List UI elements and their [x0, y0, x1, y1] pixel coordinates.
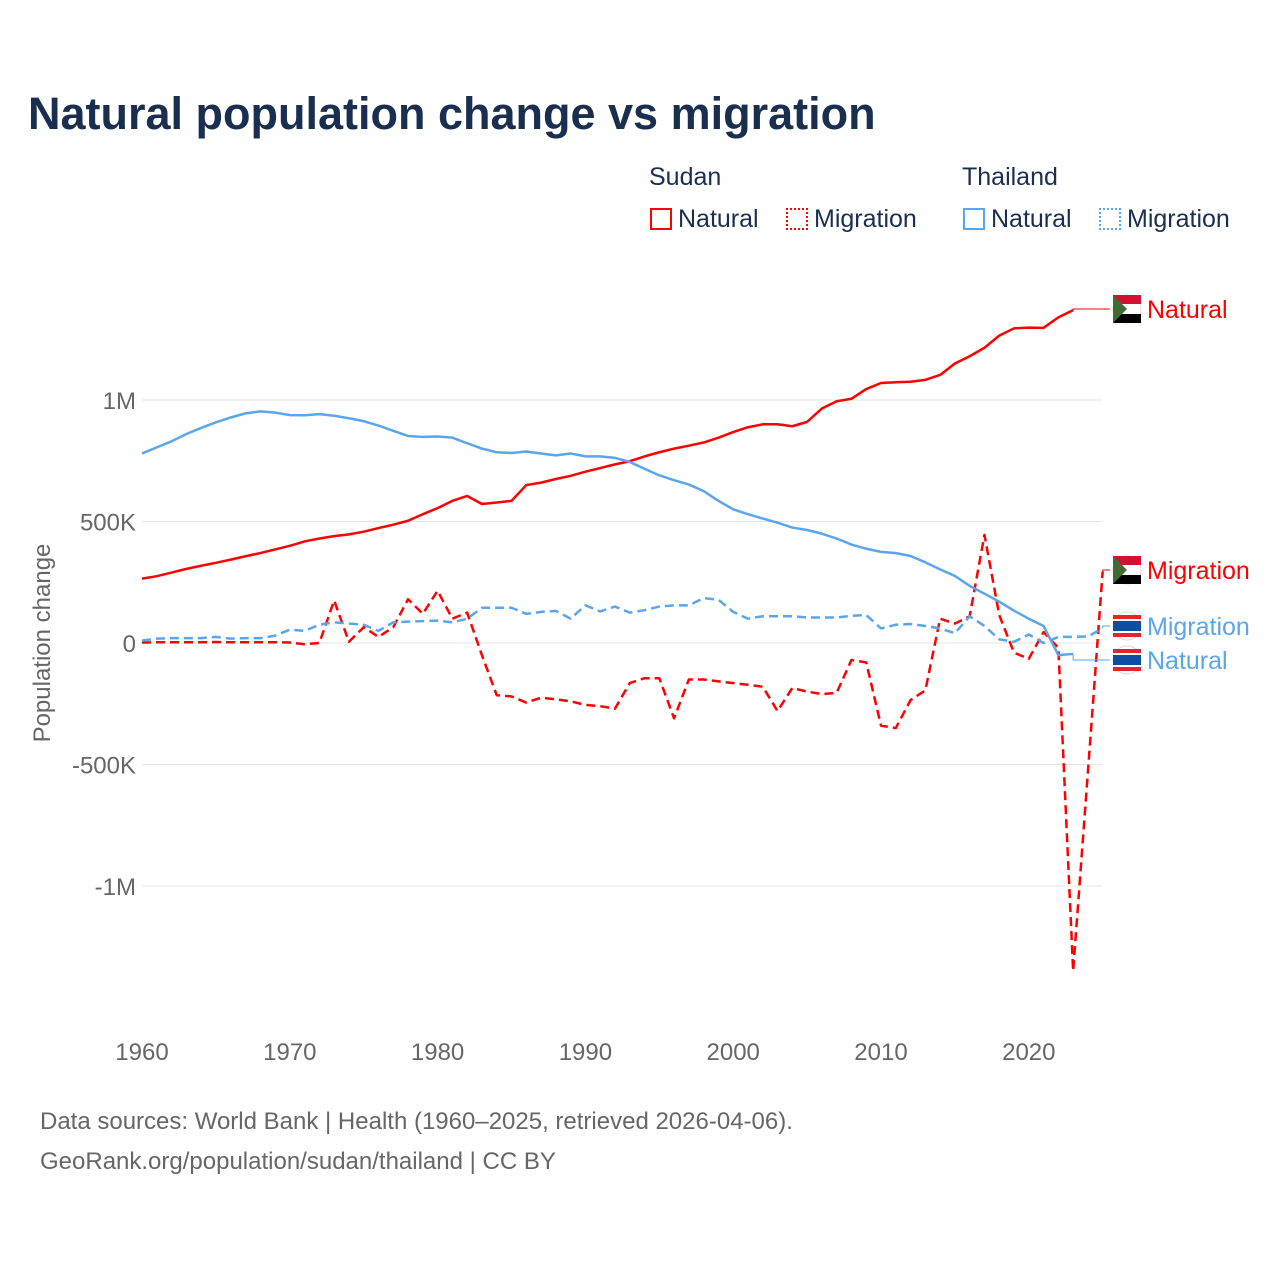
- legend-sudan-natural[interactable]: Natural: [650, 205, 759, 234]
- legend-thailand-migration[interactable]: Migration: [1099, 205, 1230, 234]
- flag-stripe: [1113, 649, 1141, 653]
- label-connector: [1102, 625, 1110, 629]
- legend-sudan-migration[interactable]: Migration: [786, 205, 917, 234]
- series-end-label: Natural: [1147, 296, 1228, 324]
- flag-stripe: [1113, 314, 1141, 323]
- legend-label: Natural: [991, 205, 1072, 233]
- flag-stripe: [1113, 575, 1141, 584]
- x-tick-label: 2020: [1002, 1039, 1055, 1066]
- series-line-thailand-natural: [141, 410, 1074, 657]
- series-line-sudan-migration: [141, 533, 1104, 973]
- legend-thailand-natural[interactable]: Natural: [963, 205, 1072, 234]
- footer-sources: Data sources: World Bank | Health (1960–…: [40, 1108, 793, 1135]
- legend-label: Migration: [1127, 205, 1230, 233]
- y-tick-label: -1M: [95, 874, 136, 901]
- series-end-label: Migration: [1147, 613, 1250, 641]
- flag-stripe: [1113, 615, 1141, 619]
- y-tick-label: 0: [123, 631, 136, 658]
- footer-link[interactable]: GeoRank.org/population/sudan/thailand | …: [40, 1148, 556, 1175]
- legend-group-sudan: Sudan: [649, 163, 722, 191]
- label-connector: [1102, 569, 1110, 572]
- label-connector: [1072, 653, 1110, 661]
- legend-swatch: [1099, 208, 1121, 230]
- flag-triangle: [1113, 556, 1127, 584]
- legend-label: Natural: [678, 205, 759, 233]
- y-tick-label: 1M: [103, 388, 136, 415]
- label-connector: [1072, 308, 1110, 311]
- flag-triangle: [1113, 295, 1127, 323]
- legend-swatch: [963, 208, 985, 230]
- y-axis-label: Population change: [29, 544, 56, 743]
- series-end-label: Natural: [1147, 647, 1228, 675]
- flag-stripe: [1113, 621, 1141, 631]
- flag-stripe: [1113, 295, 1141, 304]
- x-tick-label: 2010: [854, 1039, 907, 1066]
- x-tick-label: 1980: [411, 1039, 464, 1066]
- flag-stripe: [1113, 633, 1141, 637]
- x-tick-label: 1960: [115, 1039, 168, 1066]
- flag-stripe: [1113, 667, 1141, 671]
- flag-stripe: [1113, 556, 1141, 565]
- series-line-sudan-natural: [141, 308, 1074, 580]
- x-tick-label: 2000: [707, 1039, 760, 1066]
- series-end-label: Migration: [1147, 557, 1250, 585]
- legend-swatch: [650, 208, 672, 230]
- x-tick-label: 1970: [263, 1039, 316, 1066]
- legend-label: Migration: [814, 205, 917, 233]
- legend-swatch: [786, 208, 808, 230]
- series-line-thailand-migration: [141, 596, 1104, 645]
- x-tick-label: 1990: [559, 1039, 612, 1066]
- flag-stripe: [1113, 655, 1141, 665]
- y-tick-label: 500K: [80, 510, 136, 537]
- y-tick-label: -500K: [72, 753, 136, 780]
- chart-title: Natural population change vs migration: [28, 88, 876, 139]
- legend-group-thailand: Thailand: [962, 163, 1058, 191]
